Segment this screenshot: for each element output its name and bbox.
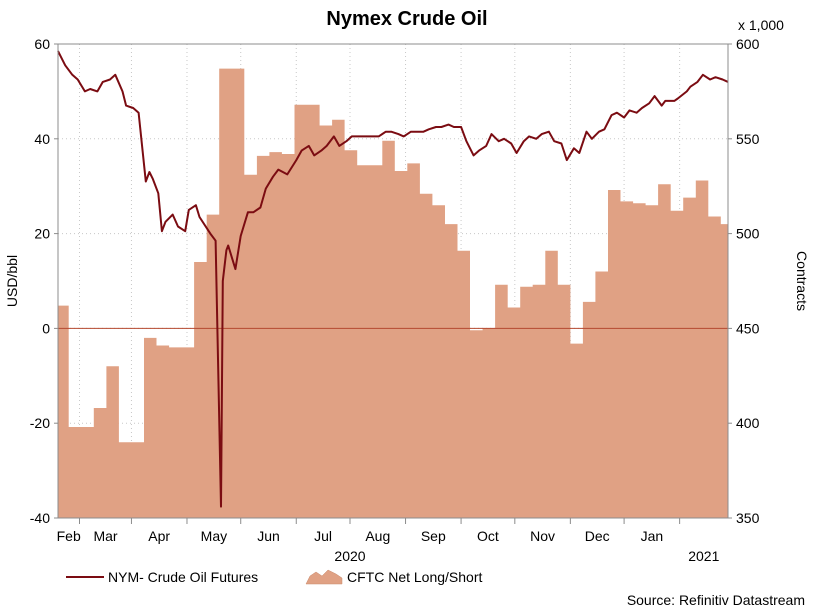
cftc-area-layer <box>58 68 728 518</box>
left-tick-label: 0 <box>42 320 50 336</box>
left-tick-label: -40 <box>30 510 50 526</box>
x-month-label: Jul <box>314 528 332 544</box>
left-tick-label: -20 <box>30 415 50 431</box>
source-note: Source: Refinitiv Datastream <box>627 592 805 608</box>
x-month-label: Dec <box>585 528 610 544</box>
left-tick-label: 60 <box>34 36 50 52</box>
x-month-label: Feb <box>57 528 81 544</box>
legend-label-crude: NYM- Crude Oil Futures <box>108 569 258 585</box>
legend-label-cftc: CFTC Net Long/Short <box>347 569 482 585</box>
right-tick-label: 500 <box>736 226 760 242</box>
x-month-label: Mar <box>93 528 117 544</box>
legend-area-swatch <box>305 569 343 585</box>
right-tick-label: 550 <box>736 131 760 147</box>
left-tick-label: 20 <box>34 226 50 242</box>
right-axis-ticks: 600 550 500 450 400 350 <box>728 36 760 526</box>
right-tick-label: 450 <box>736 320 760 336</box>
x-month-label: Oct <box>477 528 499 544</box>
x-month-label: Aug <box>365 528 390 544</box>
right-tick-label: 350 <box>736 510 760 526</box>
chart-title: Nymex Crude Oil <box>326 8 487 30</box>
x-axis-ticks: Feb Mar Apr May Jun Jul Aug Sep Oct Nov Dec Jan 2020… <box>57 518 720 564</box>
right-tick-label: 400 <box>736 415 760 431</box>
x-year-label: 2021 <box>688 548 719 564</box>
x-month-label: Nov <box>530 528 555 544</box>
plot-frame <box>57 43 729 519</box>
left-axis-label: USD/bbl <box>4 255 20 307</box>
left-axis-ticks: 60 40 20 0 -20 -40 <box>30 36 58 526</box>
x-month-label: May <box>201 528 227 544</box>
cftc-area <box>58 68 728 518</box>
x-month-label: Sep <box>421 528 446 544</box>
x-year-label: 2020 <box>334 548 365 564</box>
left-tick-label: 40 <box>34 131 50 147</box>
x-month-label: Jun <box>257 528 280 544</box>
right-axis-label: Contracts <box>794 251 810 311</box>
right-tick-label: 600 <box>736 36 760 52</box>
right-axis-multiplier: x 1,000 <box>738 17 784 33</box>
crude-oil-line <box>57 50 729 508</box>
crude-line-layer <box>57 50 729 508</box>
legend: NYM- Crude Oil Futures CFTC Net Long/Sho… <box>66 569 482 585</box>
x-month-label: Jan <box>641 528 664 544</box>
x-month-label: Apr <box>148 528 170 544</box>
